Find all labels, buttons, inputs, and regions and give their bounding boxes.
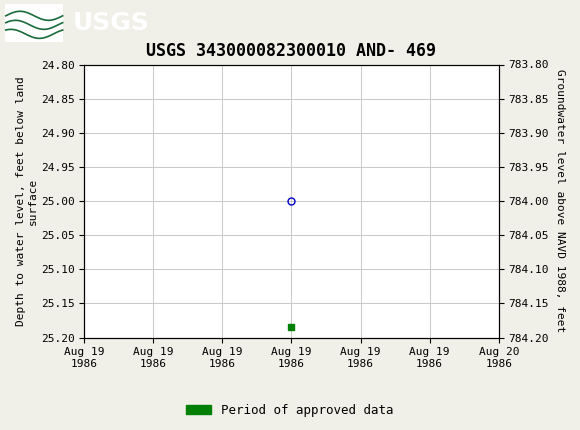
FancyBboxPatch shape: [5, 3, 63, 42]
Y-axis label: Depth to water level, feet below land
surface: Depth to water level, feet below land su…: [16, 76, 38, 326]
Legend: Period of approved data: Period of approved data: [181, 399, 399, 421]
Title: USGS 343000082300010 AND- 469: USGS 343000082300010 AND- 469: [147, 42, 437, 60]
Text: USGS: USGS: [72, 11, 150, 34]
Y-axis label: Groundwater level above NAVD 1988, feet: Groundwater level above NAVD 1988, feet: [554, 69, 564, 333]
